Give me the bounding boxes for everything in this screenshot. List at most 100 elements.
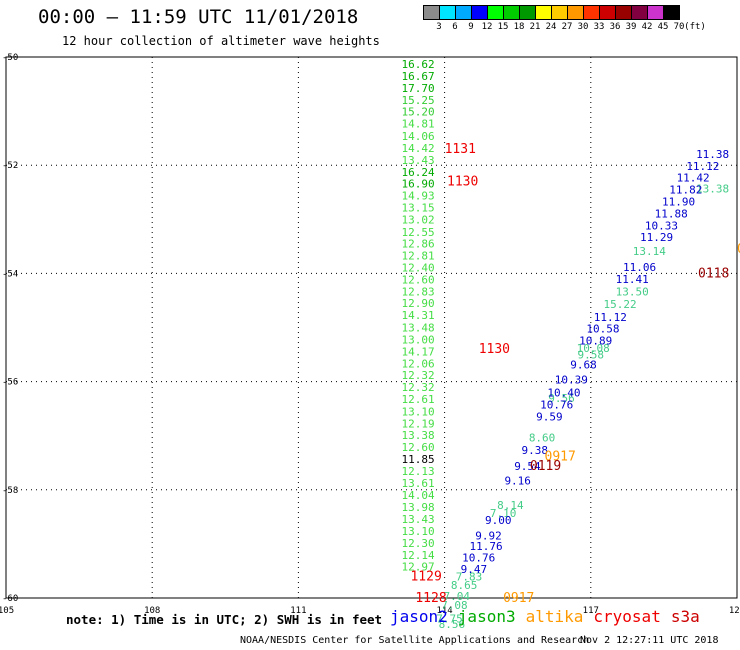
swh-label-east-jason2: 11.42 [677, 172, 710, 185]
colorbar-label: 24 [545, 22, 557, 32]
swh-label-east-jason2: 9.54 [514, 460, 541, 473]
time-annotation: 1130 [479, 342, 510, 357]
plot-frame [5, 56, 738, 599]
y-tick-label: -52 [2, 161, 18, 171]
swh-label-west: 12.19 [401, 417, 434, 430]
time-annotation: 1129 [410, 569, 441, 584]
swh-label-east-light: 8.65 [451, 579, 478, 592]
swh-label-east-jason2: 9.59 [536, 410, 563, 423]
colorbar-label: 45 [657, 22, 669, 32]
swh-label-east-jason2: 11.82 [669, 184, 702, 197]
swh-label-west: 13.61 [401, 477, 434, 490]
colorbar-label: 3 [436, 22, 442, 32]
x-tick-label: 105 [0, 606, 14, 616]
time-annotation: 0119 [530, 459, 561, 474]
colorbar-label: 27 [561, 22, 573, 32]
swh-label-west: 12.32 [401, 381, 434, 394]
swh-label-west: 12.06 [401, 357, 434, 370]
swh-label-east-jason2: 11.38 [696, 148, 729, 161]
y-tick-label: -54 [2, 269, 18, 279]
swh-label-west: 13.10 [401, 405, 434, 418]
swh-label-west: 11.85 [401, 453, 434, 466]
swh-label-west: 16.24 [401, 166, 434, 179]
time-annotation: 1128 [415, 591, 446, 606]
legend-entry: altika [525, 607, 584, 626]
swh-label-east-light: 8.14 [497, 499, 524, 512]
swh-label-west: 12.83 [401, 285, 434, 298]
colorbar-label: 9 [468, 22, 474, 32]
footer-credit: NOAA/NESDIS Center for Satellite Applica… [240, 635, 590, 646]
swh-label-west: 13.98 [401, 501, 434, 514]
chart-title: 00:00 — 11:59 UTC 11/01/2018 [38, 6, 359, 28]
swh-label-east-jason2: 11.12 [594, 311, 627, 324]
swh-label-west: 12.81 [401, 250, 434, 263]
swh-label-west: 13.00 [401, 333, 434, 346]
swh-label-east-jason2: 9.92 [475, 529, 502, 542]
swh-label-west: 13.38 [401, 429, 434, 442]
y-tick-label: -50 [2, 53, 18, 63]
y-tick-label: -58 [2, 486, 18, 496]
colorbar [423, 5, 680, 20]
swh-label-west: 12.14 [401, 549, 434, 562]
swh-label-east-jason2: 11.41 [616, 273, 649, 286]
swh-label-east-light: 8.60 [529, 431, 556, 444]
swh-label-east-jason2: 11.76 [469, 540, 502, 553]
swh-label-west: 15.25 [401, 94, 434, 107]
swh-label-west: 13.02 [401, 213, 434, 226]
swh-label-east-jason2: 11.12 [686, 160, 719, 173]
colorbar-label: 21 [529, 22, 541, 32]
swh-label-west: 12.90 [401, 297, 434, 310]
time-annotation: 0118 [698, 266, 729, 281]
swh-label-west: 13.15 [401, 201, 434, 214]
swh-label-west: 12.40 [401, 262, 434, 275]
swh-label-east-jason2: 11.90 [662, 196, 695, 209]
x-tick-label: 111 [290, 606, 306, 616]
swh-label-west: 13.43 [401, 513, 434, 526]
swh-label-east-jason2: 9.68 [570, 358, 597, 371]
swh-label-west: 16.67 [401, 70, 434, 83]
swh-label-east-jason2: 10.76 [540, 398, 573, 411]
swh-label-west: 14.17 [401, 345, 434, 358]
swh-label-east-light: 9.56 [548, 392, 575, 405]
colorbar-label: 12 [481, 22, 493, 32]
y-tick-label: -56 [2, 378, 18, 388]
swh-label-east-jason2: 9.16 [504, 475, 531, 488]
swh-label-west: 12.61 [401, 393, 434, 406]
time-annotation: 0917 [503, 591, 534, 606]
colorbar-label: 30 [577, 22, 589, 32]
swh-label-east-jason2: 10.33 [645, 219, 678, 232]
time-annotation: 1130 [447, 174, 478, 189]
swh-label-east-jason2: 10.76 [462, 552, 495, 565]
x-tick-label: 120 [729, 606, 740, 616]
colorbar-label: 70 [673, 22, 685, 32]
swh-label-east-light: 10.08 [577, 342, 610, 355]
swh-label-east-light: 15.22 [603, 298, 636, 311]
colorbar-label: 39 [625, 22, 637, 32]
swh-label-west: 14.31 [401, 309, 434, 322]
swh-label-west: 12.86 [401, 238, 434, 251]
swh-label-west: 13.43 [401, 154, 434, 167]
swh-label-east-jason2: 11.06 [623, 261, 656, 274]
note-text: note: 1) Time is in UTC; 2) SWH is in fe… [66, 612, 383, 627]
colorbar-label: 33 [593, 22, 605, 32]
swh-label-east-light: 7.10 [490, 507, 517, 520]
swh-label-west: 12.32 [401, 369, 434, 382]
swh-label-east-jason2: 9.00 [485, 514, 512, 527]
colorbar-label: 18 [513, 22, 525, 32]
swh-label-east-light: 7.04 [444, 590, 471, 603]
swh-label-east-light: 7.08 [441, 599, 468, 612]
colorbar-label: 36 [609, 22, 621, 32]
colorbar-label: 15 [497, 22, 509, 32]
legend-entry: s3a [670, 607, 700, 626]
swh-label-west: 12.13 [401, 465, 434, 478]
swh-label-east-light: 13.14 [633, 245, 666, 258]
time-annotation: 0917 [737, 242, 740, 257]
swh-label-east-jason2: 10.39 [555, 374, 588, 387]
time-annotation: 0917 [545, 449, 576, 464]
footer-date: Nov 2 12:27:11 UTC 2018 [580, 635, 719, 646]
x-tick-label: 114 [436, 606, 452, 616]
swh-label-east-jason2: 10.89 [579, 335, 612, 348]
swh-label-west: 17.70 [401, 82, 434, 95]
swh-label-west: 12.55 [401, 226, 434, 239]
